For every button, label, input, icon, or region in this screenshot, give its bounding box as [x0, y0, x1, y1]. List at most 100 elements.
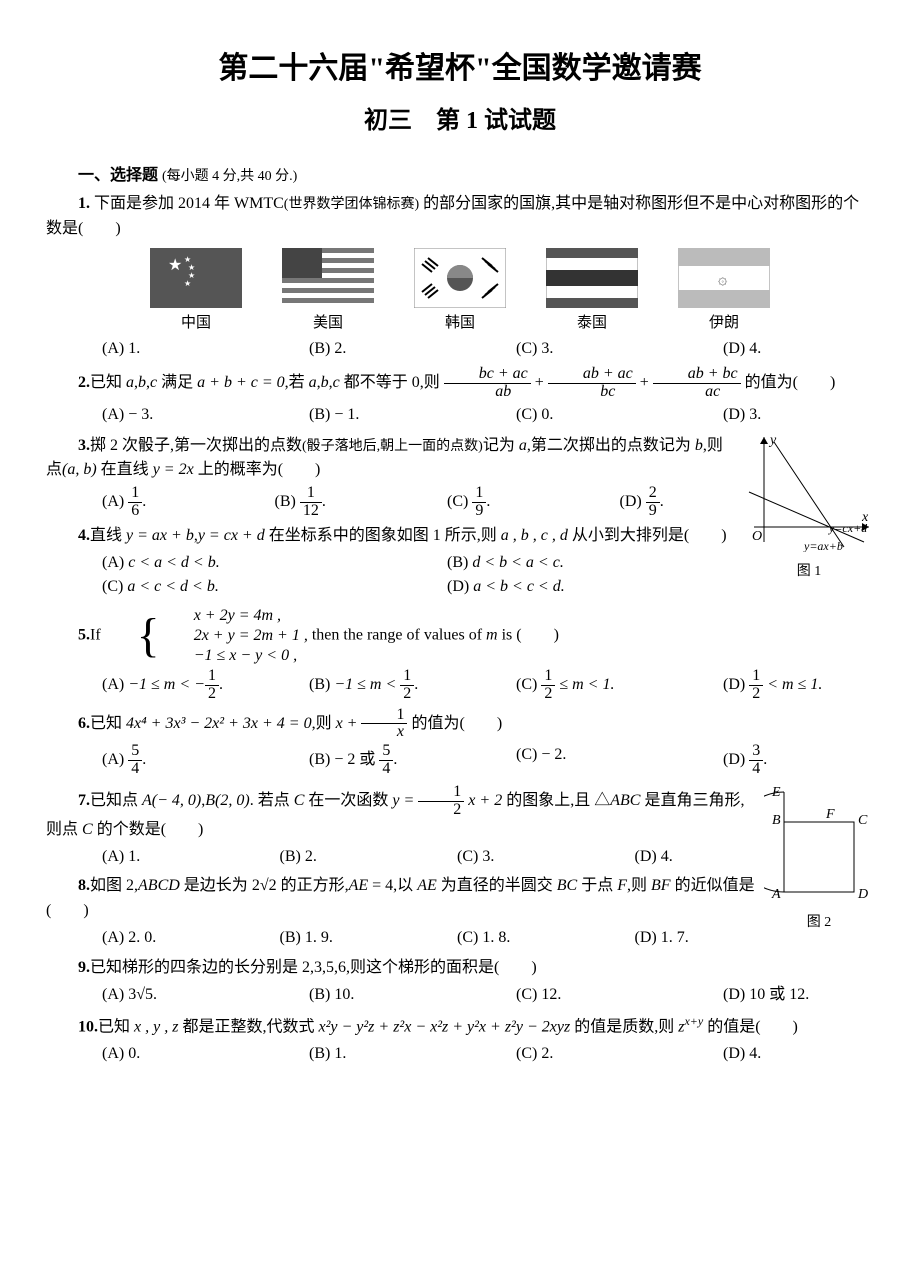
opt-text: 4.: [661, 848, 673, 865]
opt-label: (B): [309, 1045, 330, 1062]
blank: ( ): [460, 715, 503, 732]
var: m: [486, 627, 498, 644]
q-num: 3.: [78, 437, 90, 454]
expr: B(2, 0): [205, 792, 249, 809]
figure-2: A B C D E F 图 2: [764, 782, 874, 933]
sys-line: 2x + y = 2m + 1 ,: [162, 626, 308, 646]
txt: = 4,以: [368, 877, 417, 894]
opt-label: (B): [309, 751, 330, 768]
var: AE: [349, 877, 369, 894]
opt-label: (D): [447, 578, 469, 595]
opt-label: (A): [102, 929, 124, 946]
q-num: 10.: [78, 1018, 98, 1035]
flag-label: 韩国: [414, 312, 506, 335]
expr: A(− 4, 0): [142, 792, 201, 809]
var: a: [519, 437, 527, 454]
txt: 在一次函数: [304, 792, 392, 809]
opt-text: 2.: [334, 340, 346, 357]
txt: ,第二次掷出的点数记为: [527, 437, 695, 454]
opt-label: (A): [102, 340, 124, 357]
opt-label: (A): [102, 986, 124, 1003]
opt-label: (D): [635, 848, 657, 865]
var: C: [294, 792, 305, 809]
opt-text: 1.: [334, 1045, 346, 1062]
expr: y = cx + d: [198, 527, 265, 544]
svg-text:O: O: [752, 529, 762, 544]
blank: ( ): [516, 627, 559, 644]
q3-q4-block: 3.掷 2 次骰子,第一次掷出的点数(骰子落地后,朝上一面的点数)记为 a,第二…: [46, 432, 874, 605]
opt-label: (D): [723, 1045, 745, 1062]
flag-iran-svg: ۞: [678, 248, 770, 308]
opt-text: − 1.: [334, 406, 359, 423]
txt: 已知: [90, 374, 126, 391]
opt-label: (B): [447, 554, 468, 571]
svg-text:E: E: [771, 785, 781, 800]
blank: ( ): [46, 902, 89, 919]
svg-text:y=ax+b: y=ax+b: [803, 539, 843, 552]
txt: 记为: [483, 437, 519, 454]
q-num: 7.: [78, 792, 90, 809]
txt: ,若: [285, 374, 309, 391]
q-num: 8.: [78, 877, 90, 894]
sys-line: −1 ≤ x − y < 0 ,: [162, 646, 308, 666]
question-2: 2.已知 a,b,c 满足 a + b + c = 0,若 a,b,c 都不等于…: [46, 366, 874, 427]
opt-label: (C): [457, 848, 478, 865]
opt-text: a < b < c < d.: [473, 578, 565, 595]
opt-label: (B): [280, 929, 301, 946]
fig-caption: 图 2: [764, 912, 874, 934]
txt: (骰子落地后,朝上一面的点数): [302, 439, 483, 454]
expr: y = 2x: [153, 461, 194, 478]
q1-stem-paren: (世界数学团体锦标赛): [284, 197, 419, 212]
blank: ( ): [755, 1018, 798, 1035]
frac: bc + acab: [444, 366, 531, 401]
opt-label: (C): [516, 986, 537, 1003]
equation-system: { x + 2y = 4m , 2x + y = 2m + 1 , −1 ≤ x…: [105, 606, 308, 666]
opt-text: 3.: [749, 406, 761, 423]
flag-label: 美国: [282, 312, 374, 335]
opt-label: (D): [723, 340, 745, 357]
var: ABCD: [138, 877, 180, 894]
figure-1-svg: O x y y=cx+d y=ax+b: [744, 432, 874, 552]
flag-thailand: 泰国: [546, 248, 638, 335]
var: x , y , z: [134, 1018, 178, 1035]
flag-usa-svg: [282, 248, 374, 308]
txt: .: [219, 676, 223, 693]
opt-text: 4.: [749, 1045, 761, 1062]
opt-text: −1 ≤ m < −: [128, 676, 205, 693]
svg-text:B: B: [772, 813, 781, 828]
opt-text: 2.: [305, 848, 317, 865]
q-num: 1.: [78, 195, 90, 212]
txt: 都不等于 0,则: [340, 374, 440, 391]
expr: 4x⁴ + 3x³ − 2x² + 3x + 4 = 0: [126, 715, 312, 732]
opt-text: 10.: [334, 986, 354, 1003]
txt: 上的概率为: [194, 461, 278, 478]
flag-china-svg: ★ ★ ★ ★ ★: [150, 248, 242, 308]
txt: ,则: [312, 715, 336, 732]
opt-text: d < b < a < c.: [472, 554, 564, 571]
txt: 于点: [577, 877, 617, 894]
svg-text:D: D: [857, 887, 868, 902]
question-6: 6.已知 4x⁴ + 3x³ − 2x² + 3x + 4 = 0,则 x + …: [46, 707, 874, 778]
svg-text:★: ★: [184, 279, 191, 288]
expr: a + b + c = 0: [197, 374, 285, 391]
opt-label: (A): [102, 751, 124, 768]
question-4: 4.直线 y = ax + b,y = cx + d 在坐标系中的图象如图 1 …: [46, 524, 736, 600]
txt: 在坐标系中的图象如图 1 所示,则: [265, 527, 501, 544]
expr: x + 2: [464, 792, 502, 809]
flag-usa: 美国: [282, 248, 374, 335]
svg-text:۞: ۞: [718, 271, 728, 288]
q-num: 5.: [78, 627, 90, 644]
sys-line: x + 2y = 4m ,: [162, 606, 308, 626]
opt-label: (B): [309, 986, 330, 1003]
txt: .: [393, 751, 397, 768]
opt-label: (B): [309, 340, 330, 357]
expr: x²y − y²z + z²x − x²z + y²x + z²y − 2xyz: [318, 1018, 570, 1035]
txt: .: [414, 676, 418, 693]
expr: y = ax + b: [126, 527, 194, 544]
txt: 从小到大排列是: [568, 527, 684, 544]
question-8: 8.如图 2,ABCD 是边长为 2√2 的正方形,AE = 4,以 AE 为直…: [46, 874, 756, 950]
opt-label: (D): [635, 929, 657, 946]
opt-text: − 3.: [128, 406, 153, 423]
flag-china: ★ ★ ★ ★ ★ 中国: [150, 248, 242, 335]
opt-text: < m ≤ 1.: [763, 676, 822, 693]
